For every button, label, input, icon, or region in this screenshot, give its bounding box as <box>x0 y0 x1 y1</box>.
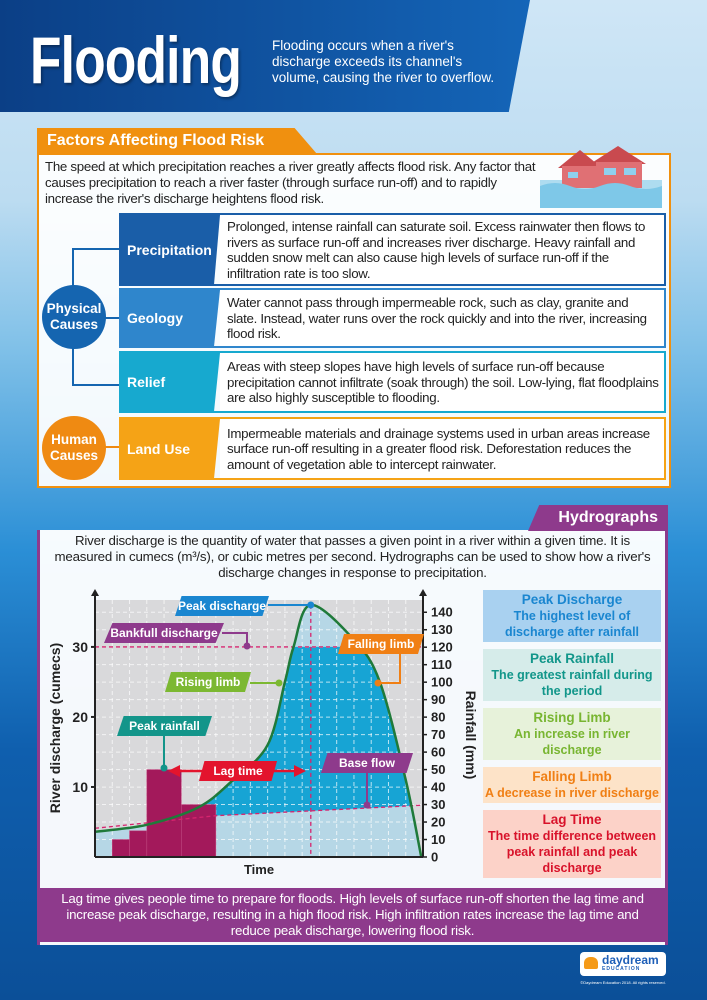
annotation-bankfull-discharge: Bankfull discharge <box>104 623 224 643</box>
factor-label: Precipitation <box>121 215 220 284</box>
rainfall-bar <box>111 839 130 858</box>
y2-tick-label: 0 <box>431 850 438 865</box>
connector-line <box>104 317 119 319</box>
legend-rising-limb: Rising Limb An increase in river discharg… <box>483 708 661 760</box>
annotation-peak-discharge: Peak discharge <box>175 596 269 616</box>
y2-tick-label: 80 <box>431 710 445 725</box>
y2-tick-label: 30 <box>431 797 445 812</box>
factors-intro: The speed at which precipitation reaches… <box>45 159 536 206</box>
y2-axis-label: Rainfall (mm) <box>463 691 479 780</box>
y2-tick-label: 40 <box>431 780 445 795</box>
daydream-logo: daydream EDUCATION <box>580 952 666 976</box>
legend-title: Falling Limb <box>532 769 612 784</box>
legend-desc: A decrease in river discharge <box>485 786 659 800</box>
y2-tick-label: 70 <box>431 727 445 742</box>
flooded-house-illustration <box>540 146 662 208</box>
legend-peak-rainfall: Peak Rainfall The greatest rainfall durin… <box>483 649 661 701</box>
y2-tick-label: 130 <box>431 622 453 637</box>
connector-line <box>104 446 119 448</box>
hydrographs-footer: Lag time gives people time to prepare fo… <box>37 888 668 942</box>
lag-arrow-right-head <box>294 765 306 777</box>
legend-title: Rising Limb <box>533 710 611 725</box>
base-flow-marker <box>363 801 371 809</box>
factor-row-precipitation: Precipitation Prolonged, intense rainfal… <box>119 213 666 286</box>
legend-lag-time: Lag Time The time difference between peak… <box>483 810 661 878</box>
y2-tick-label: 50 <box>431 762 445 777</box>
legend-desc: An increase in river discharge <box>513 727 631 757</box>
lag-arrow-left-head <box>168 765 180 777</box>
factor-text: Prolonged, intense rainfall can saturate… <box>220 215 664 284</box>
copyright: ©Daydream Education 2018. All rights res… <box>580 980 666 985</box>
factor-row-land-use: Land Use Impermeable materials and drain… <box>119 417 666 480</box>
y2-tick-label: 60 <box>431 745 445 760</box>
factor-label: Relief <box>121 353 220 411</box>
bankfull-marker <box>243 642 251 650</box>
rising-limb-marker <box>275 679 283 687</box>
legend-desc: The greatest rainfall during the period <box>491 668 653 698</box>
annotation-rising-limb: Rising limb <box>165 672 251 692</box>
y2-axis-arrow <box>419 589 427 596</box>
factor-row-geology: Geology Water cannot pass through imperm… <box>119 288 666 348</box>
connector-line <box>72 248 119 250</box>
factors-heading: Factors Affecting Flood Risk <box>37 128 317 154</box>
y-tick-label: 10 <box>72 779 88 795</box>
y-axis-arrow <box>91 589 99 596</box>
y-tick-label: 20 <box>72 709 88 725</box>
y2-tick-label: 100 <box>431 675 453 690</box>
discharge-curve <box>94 603 423 858</box>
human-causes-badge: Human Causes <box>42 416 106 480</box>
factor-text: Water cannot pass through impermeable ro… <box>220 290 664 346</box>
legend-desc: The highest level of discharge after rai… <box>504 609 640 639</box>
legend-peak-discharge: Peak Discharge The highest level of disch… <box>483 590 661 642</box>
hydrographs-intro: River discharge is the quantity of water… <box>54 533 651 580</box>
peak-discharge-marker <box>307 601 315 609</box>
legend-desc: The time difference between peak rainfal… <box>487 829 657 875</box>
factor-label: Geology <box>121 290 220 346</box>
falling-limb-marker <box>374 679 382 687</box>
falling-limb-connector <box>378 654 401 684</box>
y2-tick-label: 10 <box>431 832 445 847</box>
logo-subtext: EDUCATION <box>602 966 641 972</box>
y-axis-label: River discharge (cumecs) <box>47 643 63 813</box>
annotation-peak-rainfall: Peak rainfall <box>117 716 212 736</box>
y2-tick-label: 140 <box>431 605 453 620</box>
bankfull-connector <box>222 632 248 646</box>
physical-causes-badge: Physical Causes <box>42 285 106 349</box>
legend-falling-limb: Falling Limb A decrease in river discharg… <box>483 767 661 803</box>
factor-text: Impermeable materials and drainage syste… <box>220 419 664 478</box>
title-description: Flooding occurs when a river's discharge… <box>272 38 495 85</box>
logo-icon <box>584 957 598 969</box>
factor-text: Areas with steep slopes have high levels… <box>220 353 664 411</box>
rainfall-bar <box>146 769 182 858</box>
base-flow-line <box>94 804 424 829</box>
annotation-base-flow: Base flow <box>321 753 413 773</box>
logo-text: daydream <box>602 953 659 967</box>
y2-tick-label: 90 <box>431 692 445 707</box>
y-tick-label: 30 <box>72 639 88 655</box>
legend-title: Lag Time <box>542 812 602 827</box>
hydrographs-heading: Hydrographs <box>528 505 668 531</box>
legend-title: Peak Rainfall <box>529 651 615 666</box>
y2-tick-label: 20 <box>431 815 445 830</box>
x-axis-label: Time <box>244 862 274 877</box>
page-title: Flooding <box>30 23 242 97</box>
annotation-lag-time: Lag time <box>199 761 277 781</box>
connector-line <box>72 384 119 386</box>
title-banner <box>0 0 530 112</box>
peak-rainfall-marker <box>160 764 168 772</box>
rainfall-bar <box>129 830 148 858</box>
legend-title: Peak Discharge <box>521 592 623 607</box>
annotation-falling-limb: Falling limb <box>338 634 424 654</box>
y2-tick-label: 120 <box>431 640 453 655</box>
factor-row-relief: Relief Areas with steep slopes have high… <box>119 351 666 413</box>
factor-label: Land Use <box>121 419 220 478</box>
y2-tick-label: 110 <box>431 657 452 672</box>
